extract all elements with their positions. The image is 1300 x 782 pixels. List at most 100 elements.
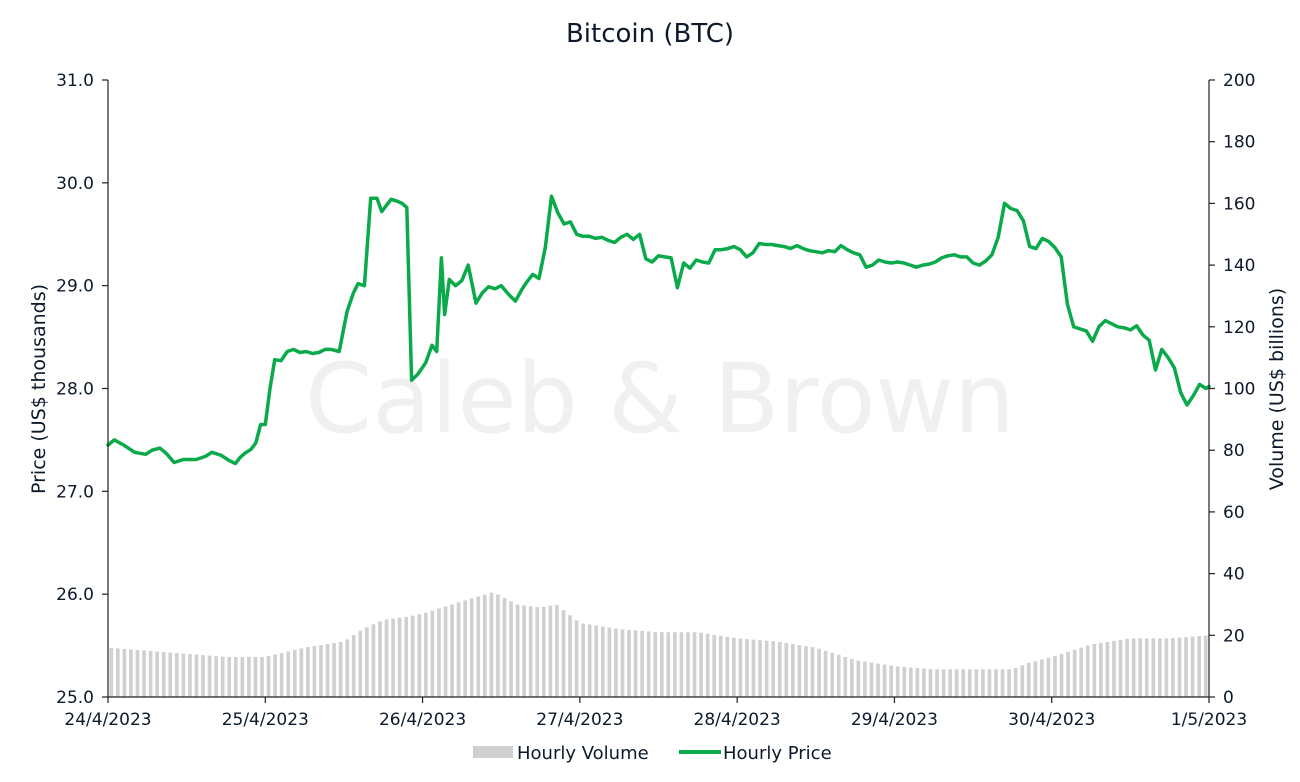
- volume-bar: [1171, 638, 1175, 697]
- volume-bar: [659, 632, 664, 697]
- volume-bar: [535, 607, 540, 697]
- volume-bar: [430, 610, 435, 697]
- volume-bar: [836, 654, 841, 697]
- volume-bar: [371, 624, 376, 697]
- volume-bar: [555, 604, 559, 697]
- volume-bar: [148, 650, 153, 697]
- volume-bar: [1026, 662, 1031, 697]
- volume-bar: [161, 652, 166, 697]
- volume-bar: [378, 621, 382, 697]
- volume-bar: [928, 668, 933, 697]
- volume-bar: [561, 610, 566, 697]
- volume-bar: [1125, 638, 1129, 697]
- left-tick-label: 25.0: [56, 688, 94, 708]
- volume-bar: [1099, 643, 1103, 697]
- right-tick-label: 180: [1223, 133, 1255, 153]
- right-tick-label: 160: [1223, 194, 1255, 214]
- volume-bar: [122, 648, 127, 697]
- volume-bar: [260, 656, 264, 697]
- volume-bar: [895, 666, 900, 697]
- volume-bar: [129, 649, 133, 697]
- volume-bar: [214, 656, 218, 697]
- volume-bar: [194, 654, 199, 697]
- volume-bar: [522, 605, 526, 697]
- volume-bar: [1066, 651, 1070, 697]
- volume-bar: [463, 600, 468, 697]
- volume-bar: [207, 655, 212, 697]
- volume-bar: [981, 669, 985, 697]
- volume-bar: [1158, 638, 1162, 697]
- volume-bar: [718, 635, 723, 697]
- volume-bar: [233, 656, 238, 697]
- chart-title: Bitcoin (BTC): [566, 19, 734, 49]
- volume-bar: [286, 651, 291, 697]
- volume-bar: [679, 632, 684, 697]
- x-tick-label: 30/4/2023: [1008, 710, 1095, 730]
- volume-bar: [299, 648, 304, 697]
- volume-bar: [253, 656, 258, 697]
- volume-bar: [391, 618, 395, 697]
- volume-bar: [168, 652, 173, 697]
- volume-bar: [1131, 638, 1136, 697]
- x-tick-label: 1/5/2023: [1171, 710, 1247, 730]
- right-tick-label: 0: [1223, 688, 1234, 708]
- volume-bar: [240, 656, 245, 697]
- x-tick-label: 24/4/2023: [64, 710, 151, 730]
- volume-bar: [994, 669, 998, 697]
- volume-bar: [345, 639, 350, 697]
- volume-bar: [843, 656, 848, 697]
- volume-bar: [155, 651, 159, 697]
- volume-bar: [1013, 667, 1018, 697]
- volume-bar: [646, 631, 651, 697]
- volume-bar: [587, 624, 592, 697]
- volume-bar: [443, 606, 448, 697]
- price-line: [106, 194, 1211, 466]
- right-tick-label: 60: [1223, 503, 1245, 523]
- right-tick-label: 100: [1223, 380, 1255, 400]
- volume-bar: [574, 620, 579, 697]
- volume-bar: [889, 665, 893, 697]
- volume-bar: [817, 648, 821, 697]
- volume-bar: [967, 669, 972, 697]
- right-axis-title: Volume (US$ billions): [1266, 288, 1288, 490]
- volume-bar: [424, 612, 428, 697]
- volume-bar: [882, 664, 887, 697]
- volume-bar: [247, 656, 251, 697]
- volume-bar: [876, 663, 880, 697]
- volume-bar: [306, 647, 310, 697]
- volume-bar: [325, 644, 330, 697]
- volume-bar: [581, 623, 585, 697]
- volume-bar: [784, 643, 789, 697]
- volume-bar: [948, 669, 952, 697]
- volume-bar: [109, 647, 114, 697]
- volume-bar: [771, 641, 776, 697]
- volume-bar: [1144, 638, 1149, 697]
- volume-bar: [673, 632, 677, 697]
- volume-bar: [312, 646, 317, 697]
- volume-bar: [1059, 653, 1064, 697]
- volume-bars: [109, 592, 1208, 697]
- volume-bar: [686, 632, 690, 697]
- volume-bar: [797, 645, 802, 697]
- volume-bar: [758, 640, 762, 697]
- volume-bar: [174, 653, 179, 697]
- volume-bar: [810, 647, 815, 697]
- volume-bar: [1118, 639, 1123, 697]
- volume-bar: [1151, 638, 1156, 697]
- legend-price-label: Hourly Price: [723, 743, 832, 764]
- x-tick-label: 29/4/2023: [851, 710, 938, 730]
- volume-bar: [482, 594, 487, 697]
- volume-bar: [791, 644, 795, 697]
- volume-bar: [935, 669, 939, 697]
- volume-bar: [915, 667, 920, 697]
- volume-bar: [1105, 641, 1110, 697]
- volume-bar: [332, 643, 336, 697]
- volume-bar: [823, 650, 828, 697]
- volume-bar: [712, 634, 717, 697]
- left-tick-label: 27.0: [56, 482, 94, 502]
- volume-bar: [188, 654, 192, 697]
- volume-bar: [738, 638, 743, 697]
- volume-bar: [410, 615, 415, 697]
- volume-bar: [908, 667, 913, 697]
